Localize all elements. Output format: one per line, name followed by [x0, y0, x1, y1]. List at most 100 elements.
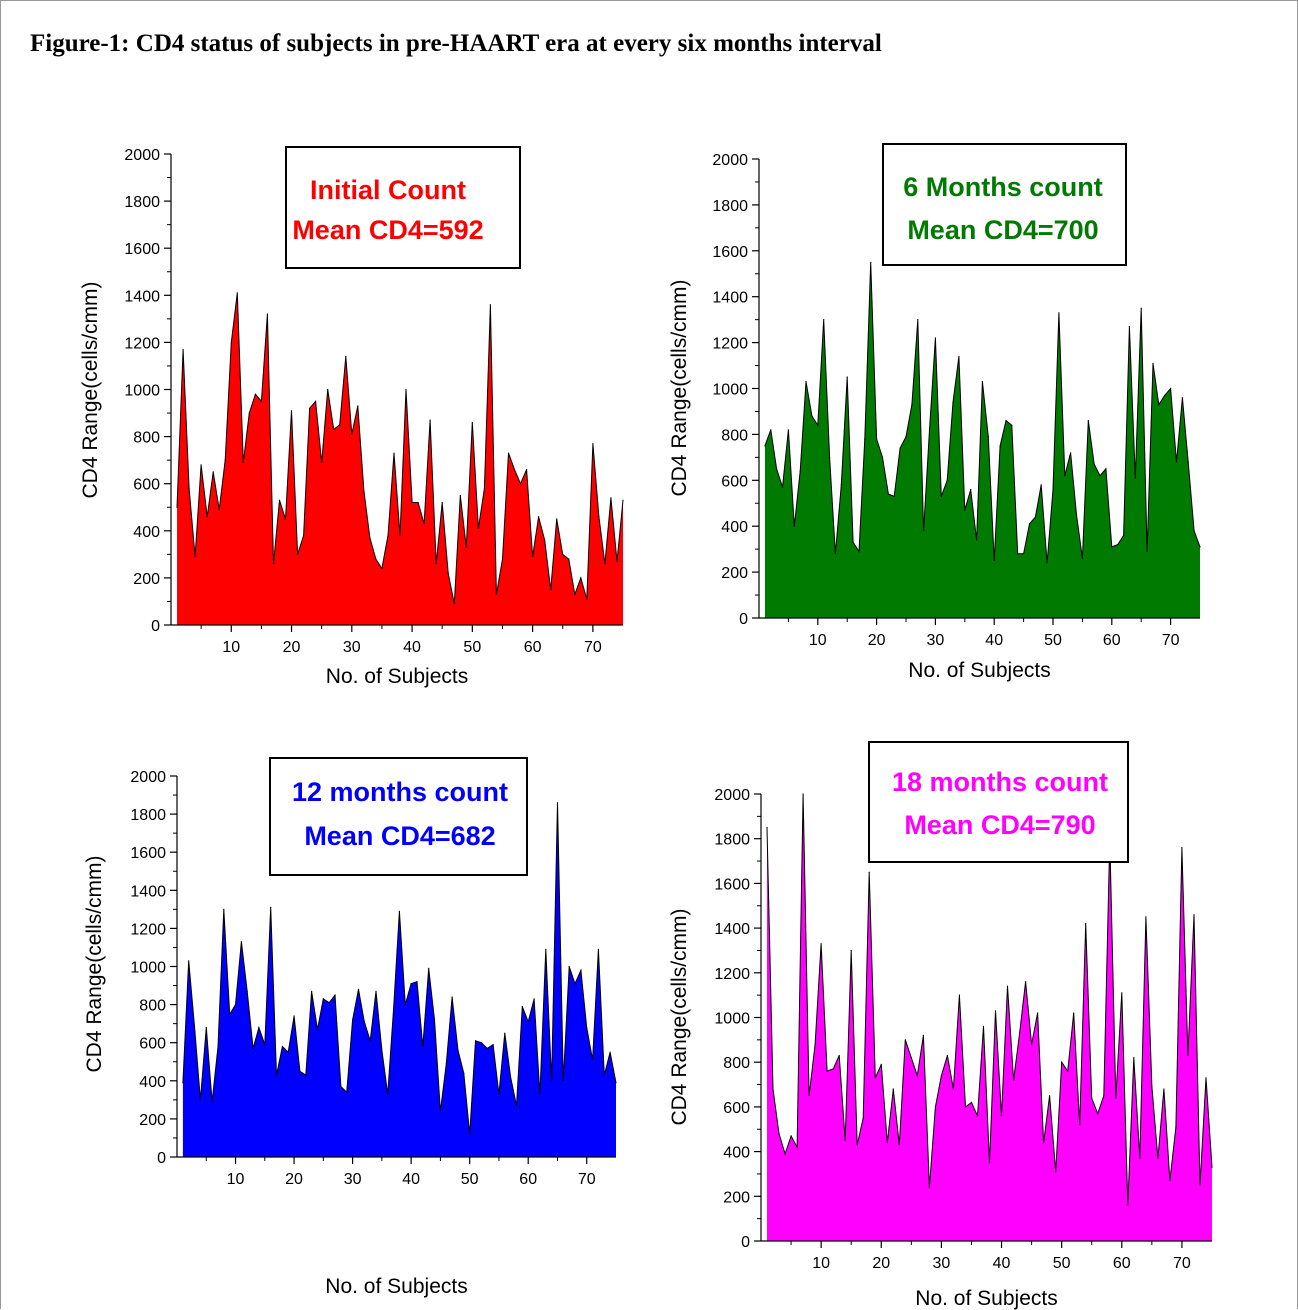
- data-point: [864, 438, 866, 440]
- data-point: [369, 537, 371, 539]
- data-point: [441, 501, 443, 504]
- y-tick-label: 200: [721, 565, 748, 582]
- data-point: [880, 1063, 882, 1065]
- data-point: [1011, 424, 1013, 426]
- data-point: [278, 499, 281, 501]
- data-point: [469, 1133, 471, 1135]
- data-point: [982, 1025, 985, 1027]
- data-point: [586, 598, 588, 600]
- x-tick-label: 70: [584, 639, 602, 656]
- annotation-box: [882, 143, 1127, 266]
- data-point: [916, 1075, 918, 1077]
- data-point: [223, 908, 225, 911]
- data-point: [586, 1026, 588, 1029]
- data-point: [1134, 477, 1136, 479]
- data-point: [1187, 461, 1189, 463]
- x-tick-label: 50: [1044, 632, 1062, 649]
- data-point: [242, 461, 244, 464]
- data-point: [1140, 307, 1142, 309]
- data-point: [934, 1106, 937, 1108]
- data-point: [1117, 544, 1119, 546]
- data-point: [814, 1043, 816, 1045]
- data-point: [1211, 1166, 1213, 1168]
- data-point: [218, 509, 220, 511]
- data-point: [309, 407, 311, 409]
- x-tick-label: 30: [343, 639, 361, 656]
- data-point: [176, 506, 178, 508]
- data-point: [270, 906, 272, 909]
- data-point: [796, 1146, 798, 1148]
- data-point: [504, 1032, 506, 1034]
- data-point: [1105, 468, 1107, 470]
- data-point: [1121, 992, 1123, 994]
- y-tick-label: 1400: [714, 921, 750, 938]
- x-tick-label: 60: [519, 1171, 537, 1188]
- data-point: [411, 501, 413, 504]
- x-tick-label: 50: [463, 639, 481, 656]
- x-tick-label: 70: [1173, 1255, 1191, 1272]
- data-point: [1081, 557, 1083, 559]
- data-point: [526, 469, 528, 471]
- data-point: [952, 1088, 955, 1090]
- annotation-line-2: Mean CD4=700: [907, 215, 1098, 245]
- data-point: [899, 447, 901, 449]
- data-point: [498, 1093, 500, 1095]
- y-tick-label: 400: [133, 524, 160, 541]
- data-point: [946, 479, 948, 481]
- data-point: [562, 553, 564, 556]
- data-point: [829, 456, 831, 458]
- data-point: [1023, 553, 1025, 555]
- data-point: [592, 443, 594, 445]
- area-fill: [182, 802, 616, 1157]
- y-tick-label: 1000: [124, 383, 160, 400]
- data-point: [1028, 523, 1031, 525]
- data-point: [399, 534, 401, 537]
- data-point: [1034, 516, 1036, 518]
- data-point: [248, 412, 250, 414]
- data-point: [958, 994, 961, 996]
- data-point: [1145, 916, 1147, 918]
- data-point: [823, 319, 825, 321]
- data-point: [363, 1021, 365, 1023]
- data-point: [928, 429, 931, 431]
- data-point: [357, 988, 360, 991]
- data-point: [471, 421, 473, 424]
- data-point: [898, 1144, 900, 1146]
- data-point: [194, 556, 196, 558]
- data-point: [793, 525, 795, 527]
- data-point: [876, 438, 878, 440]
- y-axis-label: CD4 Range(cells/cmm): [79, 281, 102, 498]
- data-point: [521, 1005, 523, 1008]
- y-tick-label: 200: [133, 571, 160, 588]
- area-fill: [177, 292, 623, 625]
- data-point: [1099, 475, 1101, 477]
- data-point: [808, 1095, 810, 1097]
- data-point: [539, 1093, 541, 1095]
- data-point: [568, 965, 570, 968]
- annotation-line-1: 12 months count: [292, 777, 508, 807]
- chart-18-months: 0 200 400 600 800 1000 1200 1400 1600 1800 2000 10 2…: [668, 741, 1213, 1310]
- data-point: [870, 261, 872, 263]
- data-point: [834, 553, 837, 555]
- y-tick-label: 2000: [124, 147, 160, 164]
- y-tick-label: 800: [721, 427, 748, 444]
- data-point: [398, 910, 400, 912]
- data-point: [188, 487, 190, 489]
- y-axis-label: CD4 Range(cells/cmm): [668, 908, 691, 1125]
- data-point: [838, 1054, 840, 1057]
- data-point: [580, 969, 582, 971]
- data-point: [463, 1072, 465, 1074]
- data-point: [805, 381, 807, 383]
- x-tick-label: 50: [461, 1171, 479, 1188]
- x-tick-label: 30: [344, 1171, 362, 1188]
- data-point: [352, 1019, 354, 1021]
- data-point: [363, 490, 365, 492]
- x-tick-label: 20: [872, 1255, 890, 1272]
- y-tick-label: 400: [721, 519, 748, 536]
- data-point: [405, 388, 407, 391]
- data-point: [562, 1080, 564, 1082]
- area-fill: [767, 794, 1212, 1241]
- data-point: [993, 560, 995, 562]
- data-point: [480, 1042, 482, 1044]
- data-point: [188, 960, 190, 962]
